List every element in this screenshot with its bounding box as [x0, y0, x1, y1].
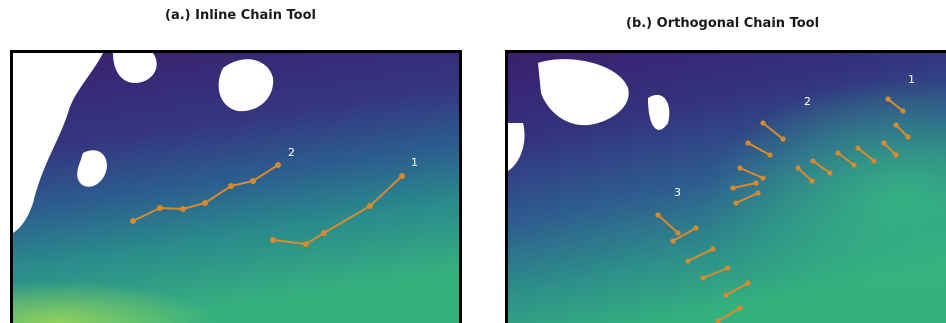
transect-node [737, 305, 743, 311]
chain-2-nodes [130, 162, 281, 224]
transect-segment [812, 160, 831, 174]
transect-node [795, 165, 801, 171]
land-newfoundland [538, 59, 629, 126]
transect-node [780, 136, 786, 142]
transect-segment [717, 307, 741, 322]
inline-chain-map-canvas: 2 1 [13, 53, 459, 323]
land-island [113, 53, 157, 83]
land-nova-scotia [77, 150, 107, 187]
transect-node [753, 180, 759, 186]
transect-node [723, 292, 729, 298]
chain-label-2: 2 [804, 95, 811, 108]
chain-node [130, 218, 136, 224]
orthogonal-chain-map[interactable]: 1 2 3 [505, 50, 946, 323]
chain-node [202, 200, 208, 206]
orthogonal-chain-map-canvas: 1 2 3 [508, 53, 946, 323]
transect-segment [687, 248, 714, 262]
inline-chain-map[interactable]: 2 1 [10, 50, 462, 323]
chain-label-1: 1 [411, 156, 418, 169]
transect-node [893, 152, 899, 158]
transect-segment [883, 142, 897, 156]
transect-node [737, 165, 743, 171]
chain-label-3: 3 [674, 186, 681, 199]
chain-label-2: 2 [288, 146, 295, 159]
transect-node [905, 134, 911, 140]
transect-node [710, 246, 716, 252]
chain-node [228, 183, 234, 189]
transect-node [755, 190, 761, 196]
transect-node [655, 212, 661, 218]
transect-segment [739, 167, 764, 179]
transect-node [855, 145, 861, 151]
transect-segment [895, 124, 909, 138]
land-coast [508, 123, 525, 171]
transect-node [700, 275, 706, 281]
transect-node [733, 200, 739, 206]
transect-node [685, 258, 691, 264]
transect-node [693, 225, 699, 231]
transect-node [730, 185, 736, 191]
chain-label-1: 1 [908, 73, 915, 86]
transect-node [745, 140, 751, 146]
transect-node [809, 178, 815, 184]
transect-node [767, 152, 773, 158]
panel-title-orthogonal: (b.) Orthogonal Chain Tool [626, 16, 820, 31]
transect-node [745, 280, 751, 286]
transect-node [675, 230, 681, 236]
chain-node [250, 178, 256, 184]
transect-segment [837, 152, 855, 166]
transect-node [900, 108, 906, 114]
transect-node [725, 265, 731, 271]
transect-segment [762, 122, 784, 140]
warm-water-region [13, 203, 459, 323]
transect-segment [732, 182, 757, 189]
transect-node [670, 238, 676, 244]
transect-node [871, 158, 877, 164]
land-coast [13, 53, 103, 233]
transect-node [810, 158, 816, 164]
orthogonal-chains[interactable] [655, 96, 911, 323]
chain-1-nodes [270, 173, 405, 247]
transect-node [851, 162, 857, 168]
transect-node [893, 122, 899, 128]
transect-segment [672, 227, 697, 242]
transect-segment [725, 282, 749, 296]
transect-node [760, 120, 766, 126]
land-newfoundland [218, 59, 274, 112]
transect-node [885, 96, 891, 102]
transect-segment [797, 167, 813, 182]
transect-node [715, 318, 721, 323]
transect-segment [857, 147, 875, 162]
chain-node [303, 241, 309, 247]
chain-node [275, 162, 281, 168]
chain-node [157, 205, 163, 211]
chain-node [399, 173, 405, 179]
transect-segment [747, 142, 771, 156]
chain-node [367, 203, 373, 209]
transect-segment [657, 214, 679, 234]
transect-node [760, 175, 766, 181]
transect-segment [702, 267, 729, 279]
chain-node [321, 230, 327, 236]
transect-segment [735, 192, 759, 204]
transect-node [827, 170, 833, 176]
land-island [648, 94, 670, 130]
chain-node [270, 237, 276, 243]
panel-title-inline: (a.) Inline Chain Tool [165, 8, 316, 23]
transect-node [881, 140, 887, 146]
chain-node [180, 206, 186, 212]
transect-node [835, 150, 841, 156]
transect-segment [887, 98, 904, 112]
